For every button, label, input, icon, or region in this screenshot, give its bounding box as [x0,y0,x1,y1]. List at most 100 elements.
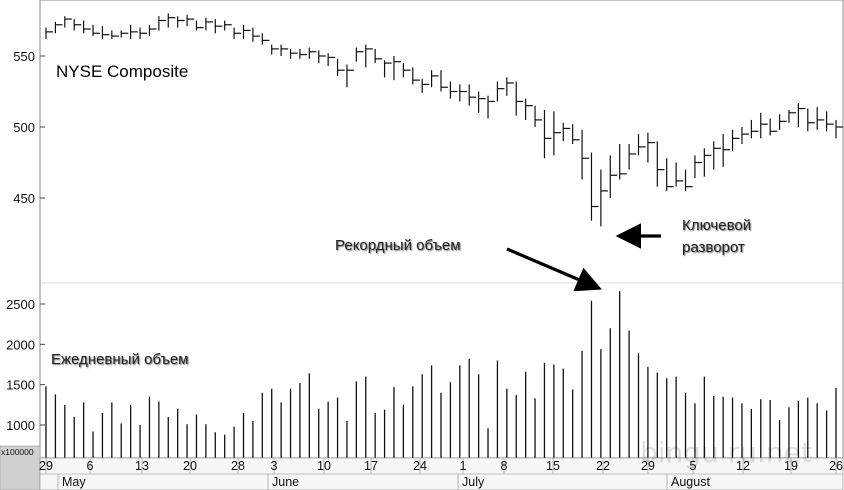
price-tick-label: 550 [13,49,35,64]
price-bar [637,134,646,156]
price-bar [590,152,599,221]
x-tick-label: 22 [596,459,610,473]
price-bar [92,24,101,37]
volume-tick-label: 2000 [6,337,35,352]
price-bar [327,53,336,66]
price-bar [421,78,430,93]
x-tick-label: 24 [413,459,427,473]
price-bar [73,19,82,31]
key-reversal-label-line1: Ключевой [682,217,751,234]
price-bar [83,20,91,34]
price-bar [383,60,392,78]
price-bar [261,33,270,45]
price-bar [412,67,420,85]
price-bar [496,81,505,102]
price-bar [609,155,618,198]
price-bar [731,129,740,152]
price-bar [468,84,477,106]
volume-tick-label: 2500 [6,297,35,312]
price-bar [299,48,307,59]
price-bar [318,50,326,64]
price-bar [195,20,204,31]
volume-axis: 1000 1500 2000 2500 [6,297,45,433]
price-bar [252,27,260,42]
price-bar [816,107,825,130]
price-bar [402,63,411,78]
volume-series [45,291,837,458]
month-label: July [462,475,485,489]
price-bar [54,21,63,34]
price-bar [562,122,571,142]
month-label: August [671,475,710,489]
watermark: bingu ru.net [640,436,812,469]
price-bar [393,56,402,81]
price-bar [271,44,279,55]
price-bar [769,118,778,136]
x-tick-label: 17 [364,459,378,473]
price-bar [694,155,702,179]
price-bar [167,13,176,28]
price-bar [703,148,712,177]
price-bar [289,48,298,59]
price-bar [835,119,844,139]
price-bar [525,98,533,120]
price-bar [807,108,815,132]
month-label: May [62,475,86,489]
price-bar [186,14,195,27]
price-bar [280,44,289,56]
x-tick-label: 19 [784,459,798,473]
month-label: June [272,475,299,489]
price-bar [741,127,750,145]
price-bar [581,129,590,180]
price-bar [788,109,797,123]
price-bar [666,158,674,191]
price-axis: 450 500 550 [13,49,45,206]
price-bar [355,47,364,62]
price-bar [478,91,486,113]
x-tick-label: 26 [829,459,843,473]
price-bar [825,111,834,132]
price-bar [242,24,251,39]
volume-tick-label: 1500 [6,378,35,393]
price-bar [214,19,223,34]
x-tick-label: 20 [183,459,197,473]
price-bar [675,162,684,187]
price-bar [205,17,213,31]
x-tick-label: 5 [690,459,697,473]
x-tick-label: 10 [317,459,331,473]
x-tick-label: 1 [460,459,467,473]
price-series [45,13,844,227]
x-tick-label: 8 [501,459,508,473]
price-bar [750,119,759,139]
price-bar [224,20,232,31]
price-bar [111,30,119,39]
price-bar [130,24,138,39]
price-bar [233,27,242,39]
price-bar [120,30,129,38]
price-bar [365,44,373,68]
price-bar [139,27,148,39]
record-volume-arrow [506,247,602,292]
price-bar [656,141,665,187]
x-tick-label: 15 [546,459,560,473]
x-tick-label: 6 [87,459,94,473]
price-bar [722,134,731,167]
price-bar [148,24,157,37]
x-tick-label: 12 [736,459,750,473]
price-bar [158,16,166,31]
x-tick-label: 29 [39,459,53,473]
price-bar [600,169,608,227]
x-axis: 29 6 13 20 28 3 10 17 24 1 8 15 22 29 5 12 19 26 [39,458,843,474]
price-bar [543,109,552,159]
x-tick-label: 13 [135,459,149,473]
price-tick-label: 450 [13,191,35,206]
price-bar [553,111,561,156]
volume-label: Ежедневный объем [51,351,188,368]
record-volume-label: Рекордный объем [335,237,461,254]
price-bar [619,144,627,180]
price-bar [346,64,355,88]
price-bar [628,144,637,170]
price-bar [101,26,110,39]
price-bar [487,95,496,119]
